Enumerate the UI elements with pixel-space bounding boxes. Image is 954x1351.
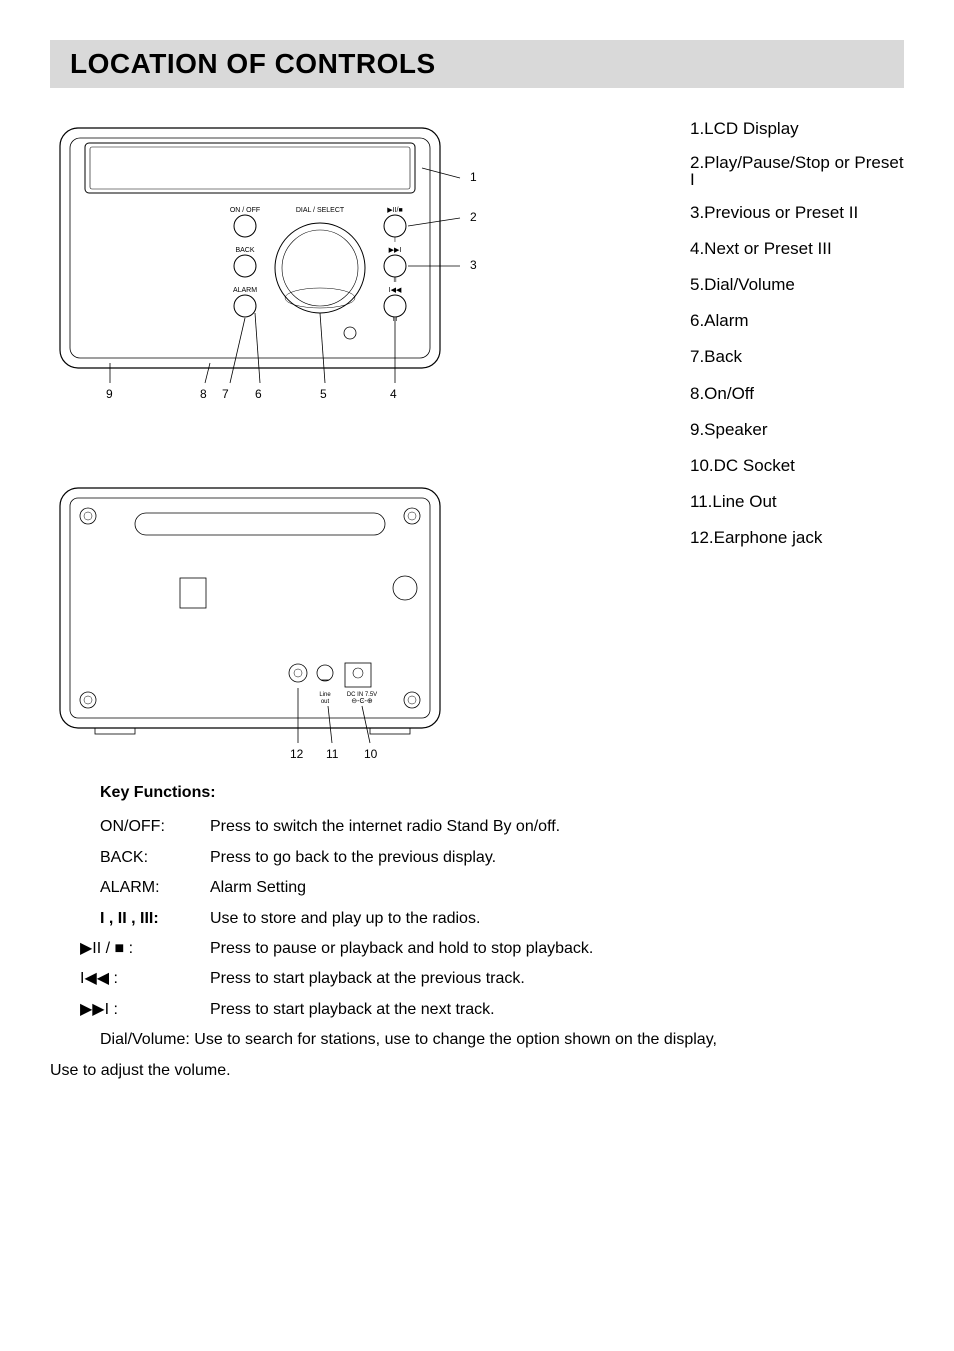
control-9: 9.Speaker bbox=[690, 419, 904, 441]
kf-onoff-desc: Press to switch the internet radio Stand… bbox=[210, 812, 904, 842]
pointer-8: 8 bbox=[200, 387, 207, 401]
pointer-12: 12 bbox=[290, 747, 304, 761]
kf-play-desc: Press to pause or playback and hold to s… bbox=[210, 934, 904, 964]
pointer-1: 1 bbox=[470, 170, 477, 184]
control-7: 7.Back bbox=[690, 346, 904, 368]
kf-last-line: Use to adjust the volume. bbox=[50, 1056, 904, 1086]
kf-onoff-label: ON/OFF: bbox=[100, 812, 210, 842]
control-6: 6.Alarm bbox=[690, 310, 904, 332]
pointer-7: 7 bbox=[222, 387, 229, 401]
diagram-front: ON / OFF BACK ALARM DIAL / SELECT ▶II/■ … bbox=[50, 118, 450, 398]
label-dial: DIAL / SELECT bbox=[296, 207, 345, 214]
kf-dial-line: Dial/Volume: Use to search for stations,… bbox=[100, 1025, 904, 1055]
svg-text:▶▶I: ▶▶I bbox=[389, 247, 402, 254]
kf-back-desc: Press to go back to the previous display… bbox=[210, 843, 904, 873]
kf-play-label: ▶II / ■ : bbox=[80, 934, 210, 964]
control-11: 11.Line Out bbox=[690, 491, 904, 513]
control-3: 3.Previous or Preset II bbox=[690, 202, 904, 224]
pointer-5: 5 bbox=[320, 387, 327, 401]
page-title: LOCATION OF CONTROLS bbox=[70, 48, 884, 80]
control-2: 2.Play/Pause/Stop or Preset I bbox=[690, 153, 904, 189]
pointer-9: 9 bbox=[106, 387, 113, 401]
label-alarm: ALARM bbox=[233, 287, 257, 294]
kf-presets-label: I , II , III: bbox=[100, 904, 210, 934]
control-10: 10.DC Socket bbox=[690, 455, 904, 477]
control-8: 8.On/Off bbox=[690, 383, 904, 405]
control-1: 1.LCD Display bbox=[690, 118, 904, 140]
kf-alarm-label: ALARM: bbox=[100, 873, 210, 903]
svg-text:▶II/■: ▶II/■ bbox=[387, 207, 402, 214]
kf-alarm-desc: Alarm Setting bbox=[210, 873, 904, 903]
kf-back-label: BACK: bbox=[100, 843, 210, 873]
kf-presets-desc: Use to store and play up to the radios. bbox=[210, 904, 904, 934]
key-functions: Key Functions: ON/OFF:Press to switch th… bbox=[50, 778, 904, 1086]
pointer-6: 6 bbox=[255, 387, 262, 401]
controls-list: 1.LCD Display 2.Play/Pause/Stop or Prese… bbox=[490, 118, 904, 758]
control-5: 5.Dial/Volume bbox=[690, 274, 904, 296]
pointer-4: 4 bbox=[390, 387, 397, 401]
svg-text:I: I bbox=[394, 238, 396, 244]
pointer-11: 11 bbox=[326, 747, 339, 761]
svg-text:II: II bbox=[393, 278, 397, 284]
key-functions-heading: Key Functions: bbox=[100, 778, 904, 808]
pointer-10: 10 bbox=[364, 747, 378, 761]
pointer-3: 3 bbox=[470, 258, 477, 272]
svg-text:⊖-Ͼ-⊕: ⊖-Ͼ-⊕ bbox=[351, 698, 373, 705]
kf-prev-desc: Press to start playback at the previous … bbox=[210, 964, 904, 994]
control-4: 4.Next or Preset III bbox=[690, 238, 904, 260]
label-back: BACK bbox=[235, 247, 254, 254]
svg-text:I◀◀: I◀◀ bbox=[389, 287, 402, 294]
svg-text:out: out bbox=[321, 699, 330, 705]
svg-text:Line: Line bbox=[319, 692, 331, 698]
kf-prev-label: I◀◀ : bbox=[80, 964, 210, 994]
pointer-2: 2 bbox=[470, 210, 477, 224]
title-bar: LOCATION OF CONTROLS bbox=[50, 40, 904, 88]
control-12: 12.Earphone jack bbox=[690, 527, 904, 549]
label-onoff: ON / OFF bbox=[230, 207, 260, 214]
kf-next-label: ▶▶I : bbox=[80, 995, 210, 1025]
kf-next-desc: Press to start playback at the next trac… bbox=[210, 995, 904, 1025]
diagram-back: Line out DC IN 7.5V ⊖-Ͼ-⊕ 12 11 10 bbox=[50, 478, 450, 758]
